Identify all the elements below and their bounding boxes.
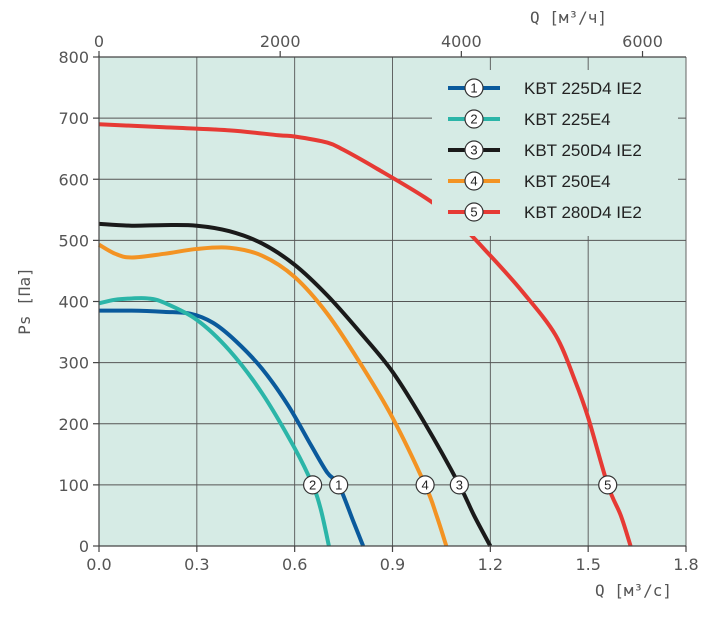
marker-number: 3 <box>456 477 463 492</box>
curve-marker-2: 2 <box>303 475 323 495</box>
tick-labels: 0 100 200 300 400 500 600 700 800 0.0 0.3 0.6 0.9 1.2… <box>58 32 698 574</box>
legend-marker-number: 5 <box>470 205 477 220</box>
legend: 1 KBT 225D4 IE2 2 KBT 225E4 3 KBT 250D4 IE2 4 K… <box>432 70 678 236</box>
axes <box>93 51 687 552</box>
legend-label: KBT 225D4 IE2 <box>524 79 642 98</box>
legend-marker <box>464 109 484 129</box>
y-tick-label: 300 <box>58 354 89 373</box>
x2-tick-label: 6000 <box>622 32 663 51</box>
x2-tick-label: 2000 <box>260 32 301 51</box>
x-tick-label: 1.5 <box>575 555 600 574</box>
legend-marker-number: 2 <box>470 112 477 127</box>
y-axis-title: Ps [Па] <box>15 267 34 334</box>
x-tick-label: 1.2 <box>478 555 503 574</box>
marker-circle <box>415 475 435 495</box>
legend-item-1: 1 KBT 225D4 IE2 <box>448 78 642 98</box>
x-tick-label: 0.0 <box>86 555 111 574</box>
legend-marker <box>464 171 484 191</box>
legend-marker <box>464 78 484 98</box>
curve-marker-4: 4 <box>415 475 435 495</box>
legend-marker-number: 1 <box>470 81 477 96</box>
x-tick-label: 0.6 <box>282 555 307 574</box>
legend-item-4: 4 KBT 250E4 <box>448 171 611 191</box>
y-tick-label: 100 <box>58 476 89 495</box>
y-tick-label: 0 <box>79 537 89 556</box>
y-tick-label: 700 <box>58 109 89 128</box>
curve-marker-3: 3 <box>449 475 469 495</box>
marker-circle <box>329 475 349 495</box>
x-tick-label: 0.3 <box>184 555 209 574</box>
marker-circle <box>598 475 618 495</box>
legend-item-2: 2 KBT 225E4 <box>448 109 611 129</box>
marker-number: 1 <box>335 477 342 492</box>
marker-number: 2 <box>309 477 316 492</box>
x2-axis-title: Q [м³/ч] <box>530 8 607 27</box>
curve-markers: 1 2 3 4 5 <box>303 475 618 495</box>
x2-tick-label: 0 <box>94 32 104 51</box>
legend-label: KBT 225E4 <box>524 110 611 129</box>
legend-marker-number: 3 <box>470 143 477 158</box>
x2-tick-label: 4000 <box>441 32 482 51</box>
marker-number: 5 <box>604 477 611 492</box>
curve-marker-1: 1 <box>329 475 349 495</box>
legend-marker <box>464 140 484 160</box>
y-tick-label: 400 <box>58 293 89 312</box>
legend-marker-number: 4 <box>470 174 477 189</box>
y-tick-label: 200 <box>58 415 89 434</box>
legend-item-3: 3 KBT 250D4 IE2 <box>448 140 642 160</box>
x-axis-title: Q [м³/с] <box>595 581 672 600</box>
marker-circle <box>449 475 469 495</box>
y-tick-label: 600 <box>58 170 89 189</box>
legend-label: KBT 280D4 IE2 <box>524 203 642 222</box>
curve-marker-5: 5 <box>598 475 618 495</box>
marker-circle <box>303 475 323 495</box>
x-tick-label: 0.9 <box>380 555 405 574</box>
y-tick-label: 800 <box>58 48 89 67</box>
legend-item-5: 5 KBT 280D4 IE2 <box>448 202 642 222</box>
x-tick-label: 1.8 <box>673 555 698 574</box>
legend-label: KBT 250E4 <box>524 172 611 191</box>
legend-marker <box>464 202 484 222</box>
legend-label: KBT 250D4 IE2 <box>524 141 642 160</box>
y-tick-label: 500 <box>58 231 89 250</box>
marker-number: 4 <box>421 477 428 492</box>
